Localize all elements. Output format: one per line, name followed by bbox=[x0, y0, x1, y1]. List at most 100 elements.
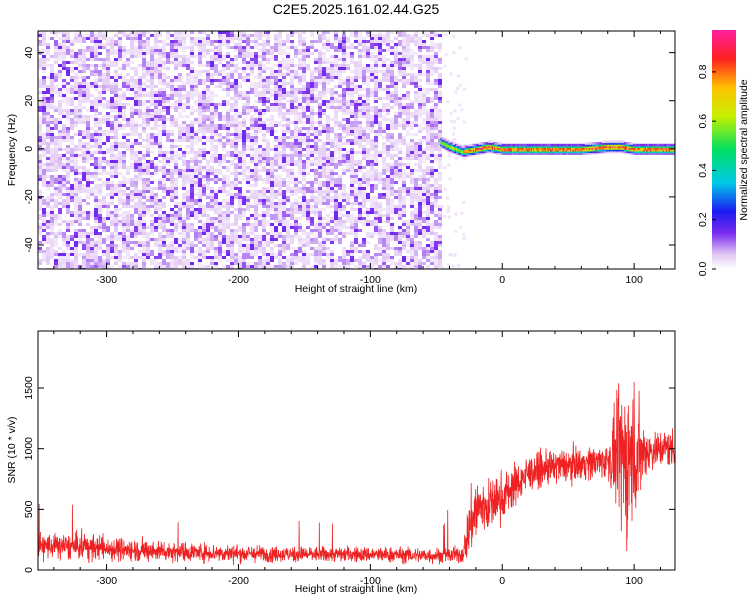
noise-cell bbox=[314, 223, 318, 226]
noise-cell bbox=[154, 142, 158, 145]
noise-cell bbox=[82, 52, 86, 58]
noise-cell bbox=[298, 205, 302, 208]
noise-cell bbox=[398, 190, 402, 196]
noise-cell bbox=[330, 94, 334, 97]
noise-cell bbox=[382, 220, 386, 223]
noise-cell bbox=[134, 55, 138, 58]
noise-cell bbox=[218, 178, 222, 181]
noise-cell bbox=[418, 217, 422, 220]
noise-cell bbox=[142, 85, 146, 88]
noise-cell bbox=[382, 142, 386, 145]
noise-cell bbox=[178, 232, 182, 235]
noise-cell bbox=[422, 256, 426, 259]
noise-cell bbox=[374, 175, 378, 178]
noise-cell bbox=[198, 46, 202, 49]
noise-cell bbox=[38, 148, 42, 151]
noise-cell bbox=[294, 88, 298, 91]
noise-cell bbox=[58, 73, 62, 76]
noise-cell bbox=[358, 163, 362, 166]
noise-cell bbox=[230, 82, 234, 85]
noise-cell bbox=[338, 43, 342, 49]
noise-cell bbox=[266, 214, 270, 217]
noise-cell bbox=[394, 49, 398, 52]
noise-cell bbox=[82, 142, 86, 145]
noise-cell bbox=[66, 49, 70, 52]
noise-cell bbox=[78, 178, 82, 181]
noise-cell bbox=[194, 43, 198, 46]
noise-cell bbox=[406, 49, 410, 52]
noise-cell bbox=[334, 136, 338, 139]
noise-cell bbox=[410, 256, 414, 259]
noise-cell bbox=[170, 82, 174, 85]
noise-cell bbox=[330, 55, 334, 58]
noise-cell bbox=[266, 232, 270, 235]
noise-cell bbox=[162, 250, 166, 256]
noise-cell bbox=[110, 97, 114, 103]
noise-cell bbox=[194, 70, 198, 76]
noise-cell bbox=[406, 256, 410, 262]
noise-cell bbox=[202, 43, 206, 46]
noise-cell bbox=[282, 85, 286, 88]
noise-cell bbox=[278, 142, 282, 145]
noise-cell bbox=[306, 145, 310, 148]
noise-cell bbox=[86, 187, 90, 193]
noise-cell bbox=[206, 64, 210, 67]
noise-cell bbox=[242, 178, 246, 181]
noise-cell bbox=[350, 154, 354, 157]
noise-cell bbox=[330, 178, 334, 181]
noise-cell bbox=[330, 241, 334, 244]
noise-cell bbox=[422, 157, 426, 163]
noise-cell bbox=[102, 205, 106, 208]
noise-cell bbox=[134, 244, 138, 247]
noise-cell bbox=[414, 121, 418, 124]
noise-cell bbox=[326, 118, 330, 121]
noise-cell bbox=[78, 88, 82, 94]
noise-cell bbox=[50, 247, 54, 250]
noise-cell bbox=[310, 97, 314, 100]
noise-cell bbox=[278, 166, 282, 169]
noise-cell bbox=[178, 175, 182, 178]
noise-cell bbox=[230, 64, 234, 67]
noise-cell bbox=[162, 88, 166, 91]
noise-cell bbox=[382, 145, 386, 148]
noise-cell bbox=[402, 241, 406, 244]
noise-cell bbox=[422, 226, 426, 229]
noise-cell bbox=[74, 190, 78, 193]
noise-cell bbox=[174, 166, 178, 169]
noise-cell bbox=[182, 217, 186, 220]
noise-cell bbox=[282, 202, 286, 205]
noise-cell bbox=[290, 136, 294, 139]
noise-cell bbox=[114, 256, 118, 259]
noise-cell bbox=[50, 256, 54, 259]
noise-cell bbox=[190, 88, 194, 91]
noise-cell bbox=[86, 184, 90, 187]
noise-cell bbox=[70, 253, 74, 256]
noise-cell bbox=[278, 91, 282, 94]
noise-cell bbox=[390, 190, 394, 193]
noise-cell bbox=[190, 76, 194, 79]
noise-cell bbox=[138, 133, 142, 136]
noise-cell bbox=[222, 157, 226, 160]
noise-cell bbox=[190, 97, 194, 100]
noise-cell bbox=[58, 130, 62, 133]
noise-cell bbox=[94, 208, 98, 214]
noise-cell bbox=[58, 154, 62, 157]
noise-cell bbox=[138, 190, 142, 193]
noise-cell bbox=[306, 151, 310, 154]
noise-cell bbox=[150, 34, 154, 37]
noise-cell bbox=[246, 112, 250, 115]
noise-cell bbox=[170, 160, 174, 163]
noise-cell bbox=[358, 115, 362, 118]
noise-cell bbox=[142, 145, 146, 148]
noise-cell bbox=[398, 211, 402, 214]
noise-cell bbox=[82, 61, 86, 64]
noise-cell bbox=[130, 235, 134, 238]
noise-cell bbox=[238, 124, 242, 127]
noise-cell bbox=[422, 154, 426, 157]
noise-cell bbox=[98, 232, 102, 235]
noise-cell bbox=[262, 88, 266, 91]
noise-cell bbox=[410, 223, 414, 226]
noise-cell bbox=[210, 118, 214, 121]
noise-cell bbox=[258, 247, 262, 250]
noise-cell bbox=[50, 130, 54, 133]
